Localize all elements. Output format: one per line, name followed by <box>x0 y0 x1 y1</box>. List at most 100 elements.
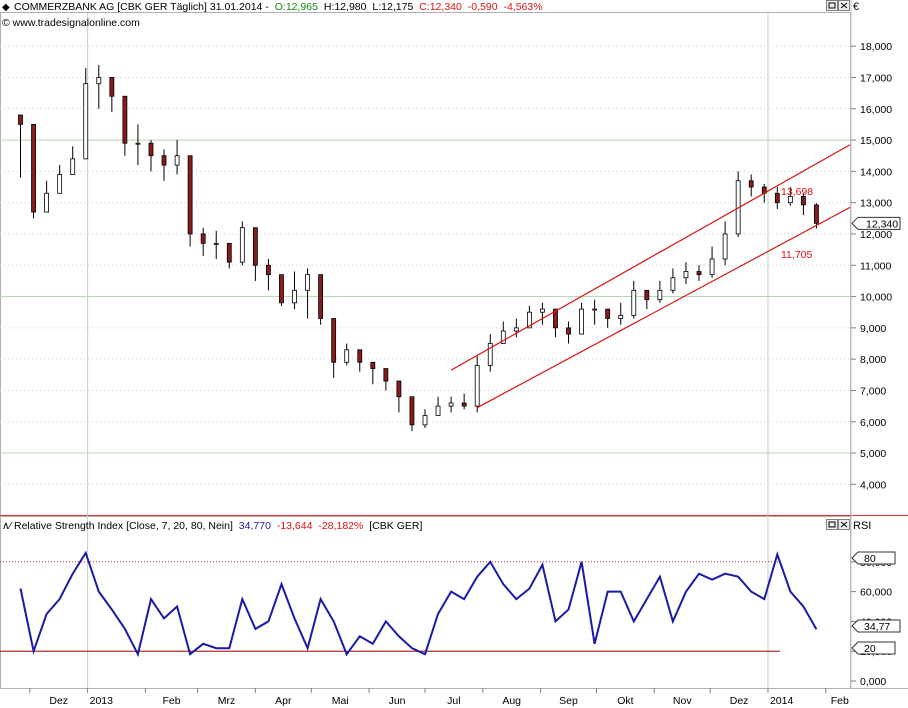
candle <box>540 302 545 325</box>
rsi-change-pct: -28,182% <box>318 520 363 532</box>
price-restore-button[interactable] <box>826 0 838 11</box>
candle <box>748 174 754 197</box>
candle <box>644 289 650 310</box>
x-tick-label: 2013 <box>90 695 114 707</box>
candle <box>370 361 376 385</box>
candle <box>500 321 506 344</box>
candle <box>357 349 363 372</box>
price-tick-label: 13,000 <box>860 198 892 210</box>
chart-header: ◆ COMMERZBANK AG [CBK GER Täglich] 31.01… <box>2 1 543 29</box>
candle <box>279 274 284 306</box>
x-tick-label: Feb <box>162 695 180 707</box>
candle <box>83 68 89 160</box>
window-restore-icon <box>828 521 836 528</box>
candle <box>696 265 702 281</box>
price-tick-label: 9,000 <box>860 323 886 335</box>
rsi-tick-label: 0,000 <box>860 676 886 688</box>
candle <box>318 274 324 325</box>
candle <box>96 64 102 109</box>
last-price-label: 12,340 <box>866 218 898 230</box>
rsi-value: 34,770 <box>239 520 271 532</box>
candle <box>631 280 637 319</box>
rsi-level-low-marker: 20 <box>851 641 896 655</box>
price-tick-label: 18,000 <box>860 41 892 53</box>
price-close-button[interactable] <box>838 0 850 11</box>
rsi-current-label: 34,77 <box>864 621 890 633</box>
price-tick-label: 5,000 <box>860 448 886 460</box>
candle <box>513 318 519 338</box>
candle <box>292 271 297 310</box>
candle <box>135 124 141 166</box>
price-tick-label: 10,000 <box>860 292 892 304</box>
x-tick-label: Feb <box>831 695 849 707</box>
window-close-icon <box>840 521 848 528</box>
x-tick-label: Mai <box>332 695 349 707</box>
candle <box>31 124 36 219</box>
rsi-current-marker: 34,77 <box>851 619 901 633</box>
x-tick-label: Aug <box>502 695 521 707</box>
candle <box>709 246 715 278</box>
open-value: O:12,965 <box>275 1 318 13</box>
candle <box>579 302 584 335</box>
window-close-icon <box>840 2 848 9</box>
rsi-symbol: [CBK GER] <box>369 520 422 532</box>
candles <box>18 64 819 432</box>
change-pct-value: -4,563% <box>503 1 542 13</box>
rsi-tick-label: 60,000 <box>860 587 892 599</box>
x-tick-label: Sep <box>559 695 578 707</box>
rsi-restore-button[interactable] <box>826 519 838 530</box>
candle <box>657 280 663 303</box>
candle <box>305 268 310 319</box>
high-value: H:12,980 <box>324 1 367 13</box>
candle <box>122 95 128 156</box>
x-tick-label: Nov <box>673 695 692 707</box>
candle <box>800 193 806 216</box>
x-tick-label: Dez <box>49 695 68 707</box>
candle <box>605 308 611 328</box>
price-axis: 18,000 17,000 16,000 15,000 14,000 13,000 12,0… <box>851 41 892 491</box>
channel-upper-line <box>450 144 851 371</box>
price-tick-label: 17,000 <box>860 72 892 84</box>
price-tick-label: 16,000 <box>860 104 892 116</box>
price-tick-label: 14,000 <box>860 166 892 178</box>
candle <box>787 187 793 206</box>
candle <box>618 302 624 325</box>
trend-channel <box>450 144 851 409</box>
candle <box>422 409 428 429</box>
candle <box>239 221 245 266</box>
diamond-icon: ◆ <box>2 2 10 13</box>
candle <box>814 203 819 229</box>
candle <box>526 305 532 329</box>
rsi-level-low-label: 20 <box>864 643 876 655</box>
rsi-close-button[interactable] <box>838 519 850 530</box>
x-tick-label: 2014 <box>770 695 794 707</box>
candle <box>18 114 23 178</box>
candle <box>187 155 193 247</box>
candle <box>148 140 154 172</box>
x-axis: Dez 2013 Feb Mrz Apr Mai Jun Jul Aug Sep Okt Nov Dez… <box>29 688 849 707</box>
candle <box>722 221 728 266</box>
last-price-marker: 12,340 <box>851 216 901 230</box>
candle <box>409 396 415 432</box>
channel-upper-label: 13,698 <box>781 186 813 198</box>
candle <box>487 334 493 372</box>
candle <box>331 318 337 378</box>
rsi-levels <box>0 561 780 652</box>
candle <box>735 171 741 238</box>
candle <box>226 242 232 269</box>
candle <box>213 230 219 259</box>
candle <box>44 180 50 213</box>
price-tick-label: 6,000 <box>860 417 886 429</box>
rsi-line <box>19 550 818 658</box>
candle <box>592 299 598 325</box>
x-tick-label: Jun <box>389 695 406 707</box>
candle <box>435 396 441 416</box>
rsi-change: -13,644 <box>277 520 313 532</box>
price-tick-label: 11,000 <box>860 260 891 272</box>
low-value: L:12,175 <box>372 1 413 13</box>
rsi-title: Relative Strength Index [Close, 7, 20, 8… <box>14 520 233 532</box>
svg-text:COMMERZBANK AG [CBK GER Tägli: COMMERZBANK AG [CBK GER Täglich] 31.01.2… <box>14 1 543 13</box>
x-tick-label: Dez <box>730 695 749 707</box>
rsi-axis-title: RSI <box>853 520 871 532</box>
